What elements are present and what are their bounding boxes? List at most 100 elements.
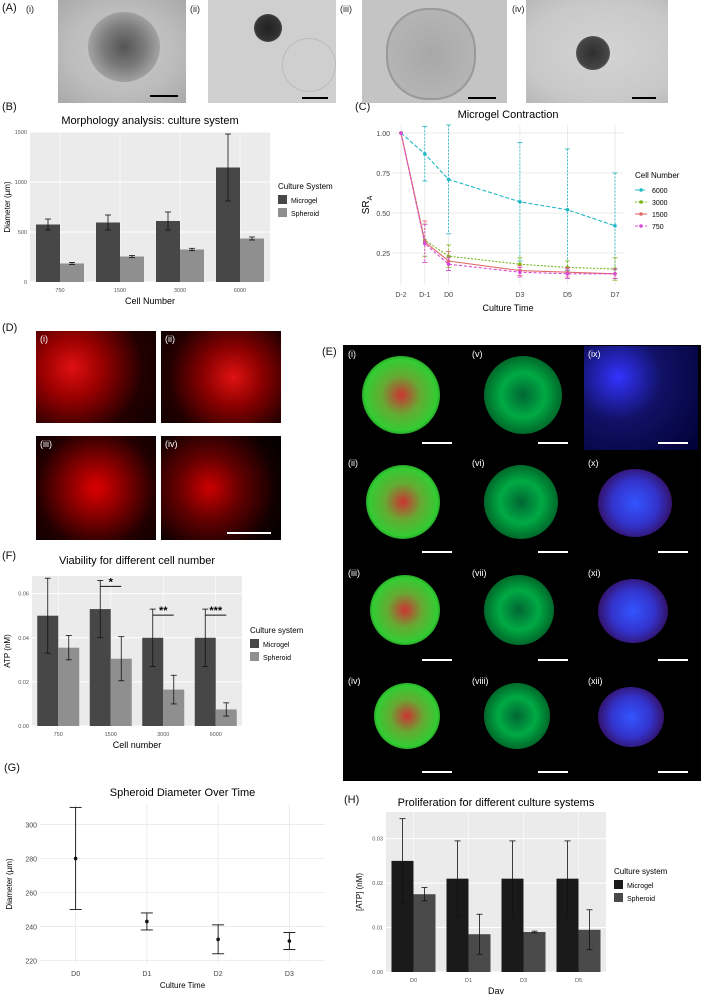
bar-spheroid-3000 <box>163 689 185 726</box>
bar-spheroid-1500 <box>120 256 144 282</box>
y-axis-label: SRA <box>361 195 374 214</box>
scale-bar <box>658 442 688 444</box>
y-tick-label: 0.04 <box>18 636 29 642</box>
bar-spheroid-6000 <box>240 238 264 282</box>
legend-label-spheroid: Spheroid <box>627 896 655 903</box>
y-tick-label: 0.01 <box>372 926 383 932</box>
bar-microgel-D0 <box>391 860 414 972</box>
bar-microgel-D5 <box>556 878 579 972</box>
scale-bar <box>538 771 568 773</box>
data-point-750 <box>422 241 427 246</box>
cell-aggregate <box>362 356 440 434</box>
d-sub-label-iii: (iii) <box>40 439 52 449</box>
e-sub-label-xi: (xi) <box>588 568 601 578</box>
chart-title: Spheroid Diameter Over Time <box>110 787 256 799</box>
y-tick-label: 280 <box>25 856 37 863</box>
scale-bar <box>538 551 568 553</box>
cell-aggregate <box>598 579 668 643</box>
x-tick-label: D3 <box>520 978 527 984</box>
x-tick-label: D0 <box>444 292 453 299</box>
scale-bar <box>538 659 568 661</box>
cell-aggregate <box>584 346 698 450</box>
scale-bar <box>538 442 568 444</box>
e-sub-label-vii: (vii) <box>472 568 487 578</box>
panel-label-d: (D) <box>2 322 18 334</box>
legend-point-3000 <box>639 200 643 204</box>
panel-label-a: (A) <box>2 2 17 14</box>
y-tick-label: 0.00 <box>18 724 29 730</box>
bar-microgel-D1 <box>446 878 469 972</box>
micrograph-e-x: (x) <box>584 455 698 559</box>
x-tick-label: 1500 <box>105 732 117 738</box>
y-axis-label: Diameter (µm) <box>5 858 14 910</box>
micrograph-a-i <box>58 0 186 103</box>
y-tick-label: 1000 <box>15 180 27 186</box>
bar-spheroid-3000 <box>180 249 204 282</box>
bar-spheroid-750 <box>60 263 84 282</box>
micrograph-e-vi: (vi) <box>468 455 578 559</box>
significance-stars: * <box>109 576 114 588</box>
legend-title: Culture system <box>250 626 304 635</box>
micrograph-e-xii: (xii) <box>584 673 698 779</box>
scale-bar <box>658 771 688 773</box>
chart-g: Spheroid Diameter Over Time 220 240 260 280 3… <box>5 787 325 990</box>
x-tick-label: D0 <box>71 971 80 978</box>
y-axis-label: ATP (nM) <box>3 634 12 668</box>
x-axis-label: Culture Time <box>160 981 206 990</box>
e-sub-label-iv: (iv) <box>348 676 361 686</box>
x-tick-label: D3 <box>515 292 524 299</box>
legend-point-1500 <box>639 212 643 216</box>
y-tick-label: 500 <box>18 230 27 236</box>
micrograph-d-iii: (iii) <box>36 436 156 540</box>
micrograph-e-ii: (ii) <box>344 455 462 559</box>
legend-swatch-microgel <box>278 195 287 204</box>
x-tick-label: 6000 <box>234 288 246 294</box>
x-axis-label: Culture Time <box>482 303 533 313</box>
y-axis-label: Diameter (µm) <box>3 181 12 233</box>
micrograph-d-iv: (iv) <box>161 436 281 540</box>
data-point-6000 <box>565 208 570 212</box>
x-tick-label: 3000 <box>157 732 169 738</box>
chart-title: Morphology analysis: culture system <box>61 115 238 127</box>
data-point-750 <box>518 270 522 274</box>
x-tick-label: D-1 <box>419 292 430 299</box>
micrograph-a-ii <box>208 0 336 103</box>
legend-swatch-microgel <box>614 880 623 889</box>
chart-title: Proliferation for different culture syst… <box>398 797 595 809</box>
cell-aggregate <box>484 465 558 539</box>
x-tick-label: D0 <box>410 978 417 984</box>
bar-microgel-D3 <box>501 878 524 972</box>
bar-microgel-1500 <box>96 222 120 282</box>
micrograph-e-iv: (iv) <box>344 673 462 779</box>
d-sub-label-ii: (ii) <box>165 334 175 344</box>
y-tick-label: 240 <box>25 925 37 932</box>
y-tick-label: 0.50 <box>376 211 390 218</box>
series-line-750 <box>400 132 615 275</box>
x-tick-label: D3 <box>285 971 294 978</box>
e-sub-label-ix: (ix) <box>588 349 601 359</box>
x-tick-label: 1500 <box>114 288 126 294</box>
micrograph-e-i: (i) <box>344 346 462 450</box>
data-point-6000 <box>446 177 451 182</box>
bar-spheroid-D0 <box>413 894 436 972</box>
data-point-6000 <box>422 152 427 156</box>
x-tick-label: 3000 <box>174 288 186 294</box>
legend-label-microgel: Microgel <box>291 198 318 205</box>
x-tick-label: D7 <box>611 292 620 299</box>
scale-bar <box>422 551 452 553</box>
legend-swatch-spheroid <box>278 208 287 217</box>
bar-microgel-750 <box>37 615 59 726</box>
data-point-6000 <box>613 224 617 228</box>
x-tick-label: D1 <box>465 978 472 984</box>
scale-bar <box>658 551 688 553</box>
legend-title: Culture system <box>614 867 668 876</box>
bar-microgel-1500 <box>89 609 111 726</box>
cell-aggregate <box>370 575 440 645</box>
x-tick-label: D1 <box>142 971 151 978</box>
micrograph-e-vii: (vii) <box>468 565 578 667</box>
cell-aggregate <box>374 683 440 749</box>
legend-swatch-microgel <box>250 639 259 648</box>
x-tick-label: 750 <box>55 288 64 294</box>
scale-bar <box>422 442 452 444</box>
y-tick-label: 0.03 <box>372 837 383 843</box>
